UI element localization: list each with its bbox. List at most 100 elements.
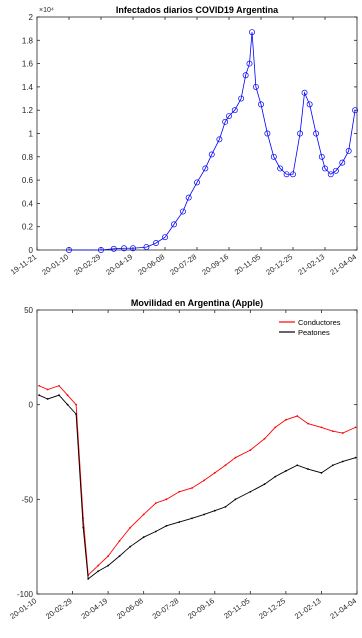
x-tick-label: 20-11-05 (233, 252, 262, 276)
data-point (341, 432, 344, 434)
data-point (306, 101, 313, 108)
data-point (58, 384, 60, 387)
data-point (107, 564, 110, 567)
data-point (118, 540, 121, 542)
data-point (165, 524, 168, 527)
data-point (129, 526, 132, 529)
y-tick-label: 0 (29, 246, 34, 255)
data-point (165, 498, 168, 501)
x-tick-label: 20-02-29 (72, 252, 102, 277)
data-point (274, 426, 277, 429)
plot-area (36, 309, 358, 595)
data-point (66, 403, 69, 406)
data-point (297, 130, 303, 137)
data-point (264, 130, 271, 137)
x-tick-label: 19-11-21 (9, 252, 38, 276)
data-point (46, 388, 49, 391)
x-tick-label: 20-12-25 (257, 596, 287, 621)
data-point (213, 471, 216, 474)
y-tick-label: 1.6 (22, 60, 34, 69)
data-point (58, 394, 60, 397)
data-point (296, 415, 299, 417)
data-point (284, 418, 287, 421)
data-point (246, 60, 253, 67)
data-point (234, 456, 237, 459)
y-tick-label: 1.2 (22, 106, 34, 115)
data-point (66, 394, 69, 397)
data-point (320, 471, 323, 474)
data-point (222, 118, 229, 125)
legend-label: Peatones (298, 328, 330, 337)
y-tick-label: 1.4 (22, 83, 34, 92)
data-point (191, 487, 193, 489)
data-point (318, 153, 325, 160)
data-point (203, 513, 206, 516)
data-point (354, 426, 357, 429)
data-point (38, 384, 41, 387)
x-tick-label: 20-01-10 (8, 596, 38, 621)
data-point (224, 464, 227, 467)
x-tick-label: 20-07-28 (168, 252, 198, 277)
data-point (332, 167, 339, 174)
data-point (87, 577, 90, 580)
data-point (75, 413, 78, 416)
infectados-chart: Infectados diarios COVID19 Argentina 0 0.2… (9, 5, 358, 277)
data-point (352, 107, 359, 114)
x-tick-label: 20-02-29 (44, 596, 74, 621)
y-tick-label: 1.8 (22, 36, 34, 45)
data-point (178, 521, 181, 523)
x-tick-label: 21-02-13 (293, 596, 323, 621)
y-tick-label: -100 (17, 590, 34, 599)
data-point (171, 221, 177, 228)
data-point (339, 159, 346, 166)
data-point (322, 165, 328, 172)
data-point (238, 95, 245, 102)
y-tick-label: 0.4 (22, 199, 34, 208)
y-tick-label: 0 (29, 401, 34, 410)
data-point (154, 502, 157, 505)
data-point (194, 179, 200, 186)
data-point (290, 171, 296, 178)
data-point (283, 171, 290, 178)
y-tick-label: 50 (24, 306, 33, 315)
data-point (143, 244, 150, 251)
x-tick-label: 20-04-19 (79, 596, 109, 621)
x-tick-label: 20-07-28 (151, 596, 181, 621)
data-point (249, 490, 252, 493)
data-point (274, 475, 277, 478)
data-point (263, 483, 266, 486)
series-infectados (66, 29, 359, 253)
data-point (296, 464, 299, 467)
series-line (69, 32, 356, 251)
data-point (129, 545, 132, 548)
data-point (307, 422, 309, 425)
data-point (142, 513, 145, 516)
data-point (263, 437, 266, 440)
series-line (38, 385, 356, 577)
data-point (98, 247, 104, 253)
x-tick-label: 20-09-16 (186, 596, 216, 621)
data-point (216, 136, 223, 143)
data-point (82, 526, 85, 529)
x-tick-label: 20-11-05 (222, 596, 251, 620)
data-point (203, 479, 206, 482)
data-point (301, 89, 308, 96)
data-point (249, 449, 252, 452)
data-point (313, 130, 319, 137)
series-line (38, 394, 356, 580)
data-point (38, 394, 41, 397)
x-tick-label: 20-01-10 (40, 252, 70, 277)
data-point (178, 490, 181, 493)
data-point (154, 530, 157, 533)
movilidad-chart: Movilidad en Argentina (Apple) -100 -50 0 50… (8, 298, 358, 621)
y-tick-label: 2 (29, 13, 34, 22)
data-point (142, 536, 145, 539)
data-point (284, 470, 287, 472)
data-point (97, 564, 100, 567)
data-point (185, 194, 192, 201)
data-point (208, 151, 215, 158)
data-point (320, 426, 323, 429)
data-point (153, 240, 159, 246)
